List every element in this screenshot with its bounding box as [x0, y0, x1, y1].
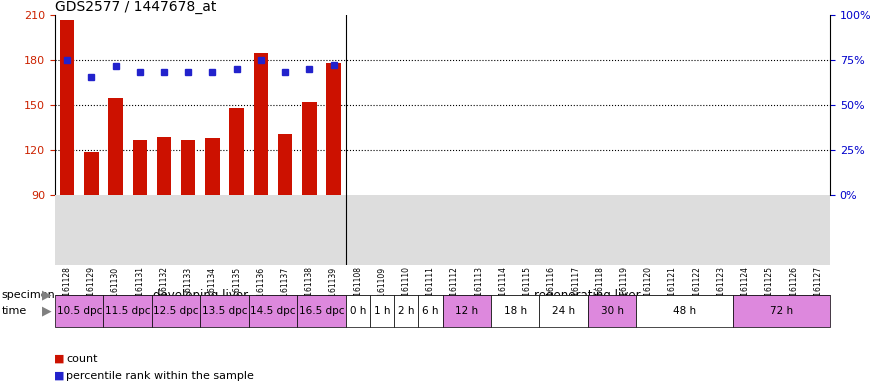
Bar — [229, 108, 244, 195]
Text: 14.5 dpc: 14.5 dpc — [250, 306, 296, 316]
Bar — [302, 102, 317, 195]
Text: ▶: ▶ — [42, 305, 52, 318]
Text: 12 h: 12 h — [455, 306, 479, 316]
Bar — [157, 136, 172, 195]
Text: 13.5 dpc: 13.5 dpc — [202, 306, 248, 316]
Text: 0 h: 0 h — [349, 306, 366, 316]
Bar — [636, 295, 733, 327]
Text: 18 h: 18 h — [504, 306, 527, 316]
Text: specimen: specimen — [2, 290, 55, 300]
Text: 12.5 dpc: 12.5 dpc — [153, 306, 199, 316]
Bar — [200, 295, 248, 327]
Text: 48 h: 48 h — [673, 306, 696, 316]
Text: 24 h: 24 h — [552, 306, 575, 316]
Text: time: time — [2, 306, 27, 316]
Bar — [418, 295, 443, 327]
Text: ■: ■ — [54, 371, 65, 381]
Bar — [443, 295, 491, 327]
Text: 30 h: 30 h — [600, 306, 624, 316]
Bar — [394, 295, 418, 327]
Text: 10.5 dpc: 10.5 dpc — [57, 306, 102, 316]
Bar — [55, 295, 103, 327]
Text: 11.5 dpc: 11.5 dpc — [105, 306, 150, 316]
Text: regenerating liver: regenerating liver — [535, 288, 641, 301]
Bar — [152, 295, 200, 327]
Bar — [84, 152, 99, 195]
Text: percentile rank within the sample: percentile rank within the sample — [66, 371, 255, 381]
Bar — [205, 138, 220, 195]
Text: ▶: ▶ — [42, 288, 52, 301]
Bar — [588, 295, 636, 327]
Text: 6 h: 6 h — [422, 306, 438, 316]
Text: ■: ■ — [54, 354, 65, 364]
Bar — [132, 139, 147, 195]
Bar — [108, 98, 123, 195]
Text: 16.5 dpc: 16.5 dpc — [298, 306, 344, 316]
Bar — [539, 295, 588, 327]
Bar — [103, 295, 152, 327]
Bar — [278, 134, 292, 195]
Bar — [181, 139, 195, 195]
Bar — [298, 295, 346, 327]
Bar — [326, 63, 340, 195]
Bar — [346, 295, 370, 327]
Bar — [491, 295, 539, 327]
Text: count: count — [66, 354, 98, 364]
Text: developing liver: developing liver — [153, 288, 248, 301]
Bar — [733, 295, 830, 327]
Bar — [60, 20, 74, 195]
Bar — [370, 295, 394, 327]
Text: 1 h: 1 h — [374, 306, 390, 316]
Bar — [248, 295, 298, 327]
Bar — [254, 53, 268, 195]
Text: 72 h: 72 h — [770, 306, 793, 316]
Text: 2 h: 2 h — [398, 306, 415, 316]
Text: GDS2577 / 1447678_at: GDS2577 / 1447678_at — [55, 0, 216, 14]
